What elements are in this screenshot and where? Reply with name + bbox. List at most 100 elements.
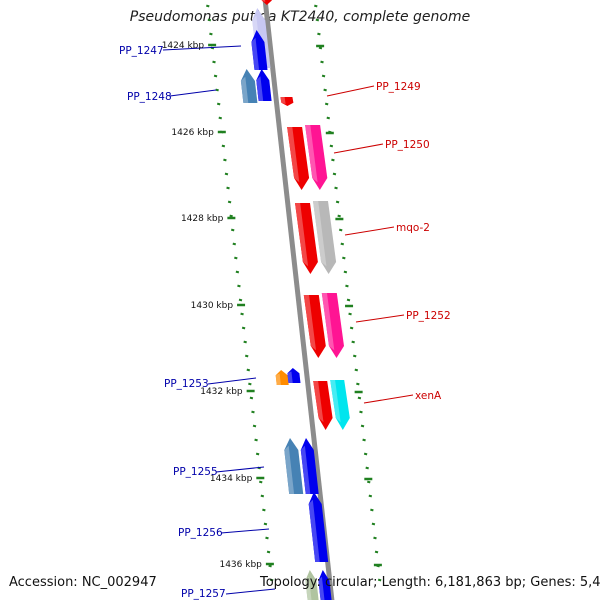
tick-dot [331,158,335,162]
feature-mqo2-gene-highlight [295,203,309,267]
tick-dot [377,578,382,582]
tick-label: 1434 kbp [210,474,253,484]
feature-mqo2-cds-highlight [313,201,327,267]
feature-pp1252-cds-highlight [321,293,335,351]
tick-dot [360,424,365,428]
tick-dot [223,158,227,162]
tick-dot [215,88,219,92]
tick-dot [221,144,226,148]
tick-dot [213,74,218,78]
tick-dot [216,102,221,106]
tick-dot [338,228,343,232]
tick-dot [374,550,379,554]
gene-label: PP_1256 [178,527,223,539]
feature-top-cds-highlight [261,0,266,2]
feature-xena-cds-highlight [330,380,341,423]
tick-dot [351,340,355,344]
gene-label: PP_1257 [181,588,226,600]
tick-label: 1426 kbp [171,128,214,138]
tick-dot [324,102,329,106]
tick-dot [345,284,349,288]
gene-leader-line [215,466,265,473]
gene-leader-line [207,377,257,385]
tick-dot [248,382,252,386]
gene-leader-line [220,528,270,534]
tick-dot [263,522,268,526]
tick-dot [209,32,213,36]
feature-top-cds [261,0,272,5]
feature-pp1253-cds-highlight [287,371,293,383]
tick-dot [229,214,233,218]
tick-dot [268,564,272,568]
tick-dot [240,312,244,316]
tick-dot [254,438,258,442]
tick-dot [318,46,323,50]
tick-label: 1430 kbp [191,301,234,311]
gene-label: PP_1253 [164,378,209,390]
tick-dot [226,186,230,190]
feature-pp1250-gene-highlight [287,127,300,183]
gene-leader-line [326,85,375,97]
gene-label: PP_1247 [119,45,164,57]
tick-dot [326,116,331,120]
tick-dot [266,550,271,554]
tick-dot [230,228,235,232]
gene-label: PP_1248 [127,91,172,103]
gene-label: PP_1255 [173,466,218,478]
gene-label: mqo-2 [396,222,430,234]
tick-dot [348,312,352,316]
tick-label: 1428 kbp [181,214,224,224]
tick-dot [334,186,338,190]
tick-dot [232,242,237,246]
tick-dot [357,396,362,400]
tick-dot [251,410,255,414]
gene-leader-line [333,143,384,154]
tick-dot [243,340,247,344]
tick-dot [332,172,337,176]
tick-dot [249,396,254,400]
feature-pp1257-gene-highlight [305,576,312,600]
tick-dot [359,410,363,414]
tick-dot [370,508,374,512]
tick-dot [212,60,216,64]
gene-leader-line [344,226,395,236]
tick-dot [246,368,251,372]
tick-dot [206,4,210,8]
tick-dot [342,256,346,260]
tick-dot [362,438,366,442]
tick-label: 1424 kbp [162,41,205,51]
feature-pp1248-gene-highlight [240,76,249,103]
accession-text: Accession: NC_002947 [9,575,157,590]
gene-leader-line [363,394,414,404]
tick-dot [363,452,368,456]
tick-label: 1436 kbp [219,560,262,570]
gene-leader-line [169,89,217,97]
tick-dot [320,60,324,64]
gene-label: PP_1250 [385,139,430,151]
tick-dot [224,172,229,176]
tick-dot [314,4,318,8]
tick-dot [349,326,354,330]
tick-dot [356,382,360,386]
tick-dot [227,200,232,204]
gene-leader-line [162,45,242,51]
tick-dot [321,74,326,78]
tick-dot [329,144,334,148]
tick-dot [335,200,340,204]
tick-dot [265,536,269,540]
feature-pp1249-cds-highlight [280,97,286,104]
feature-pp1250-cds-highlight [305,125,318,183]
tick-label: 1432 kbp [200,387,243,397]
tick-dot [337,214,341,218]
tick-dot [354,368,359,372]
tick-dot [373,536,377,540]
gene-label: xenA [415,390,442,402]
feature-pp1255-cds-highlight [300,445,311,494]
map-title: Pseudomonas putida KT2440, complete geno… [129,9,471,25]
gene-leader-line [355,314,405,323]
feature-pp1257-cds-highlight [318,576,325,600]
feature-pp1256-cds-highlight [308,499,320,562]
feature-pp1247-cds-highlight [251,37,260,70]
